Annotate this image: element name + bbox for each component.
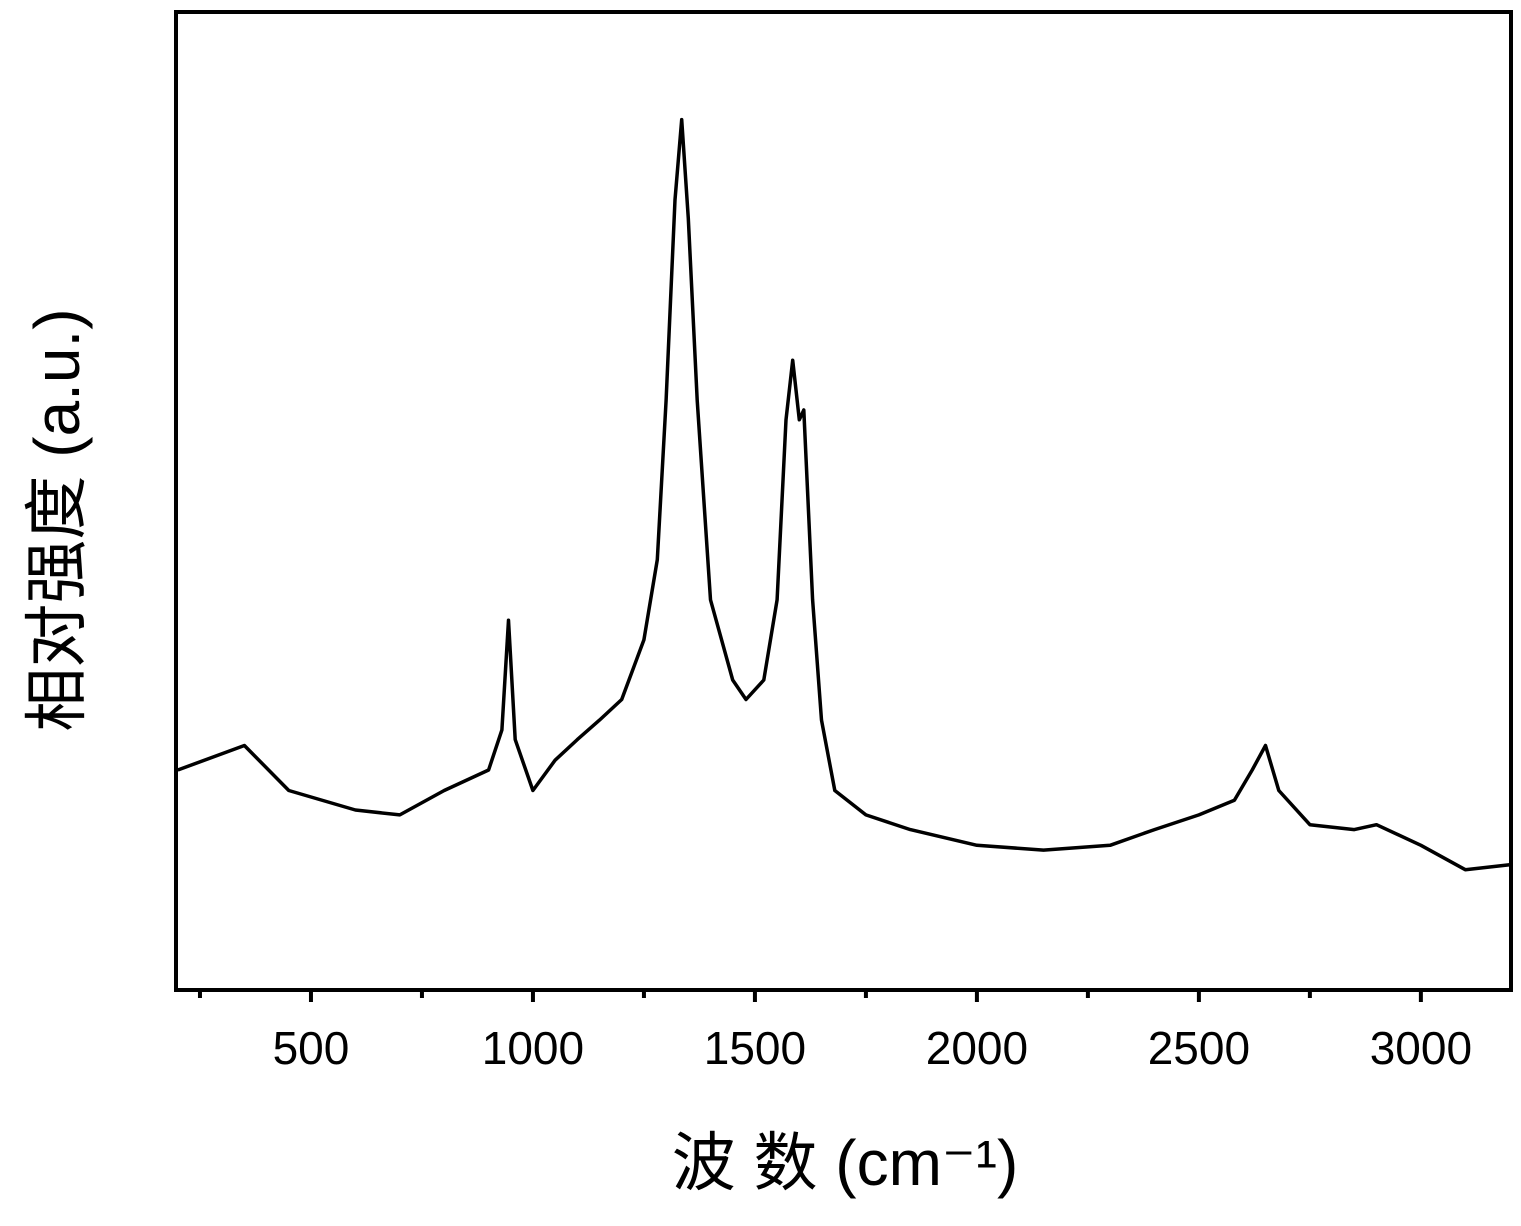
x-tick-label: 2000 <box>926 1022 1028 1074</box>
x-tick-label: 1000 <box>482 1022 584 1074</box>
x-tick-label: 3000 <box>1370 1022 1472 1074</box>
x-tick-label: 2500 <box>1148 1022 1250 1074</box>
y-axis-label: 相对强度 (a.u.) <box>21 308 93 731</box>
plot-frame <box>174 10 1513 992</box>
x-axis-label: 波 数 (cm⁻¹) <box>672 1127 1019 1199</box>
spectrum-line <box>177 117 1510 872</box>
x-tick-label: 1500 <box>704 1022 806 1074</box>
x-tick-label: 500 <box>273 1022 350 1074</box>
